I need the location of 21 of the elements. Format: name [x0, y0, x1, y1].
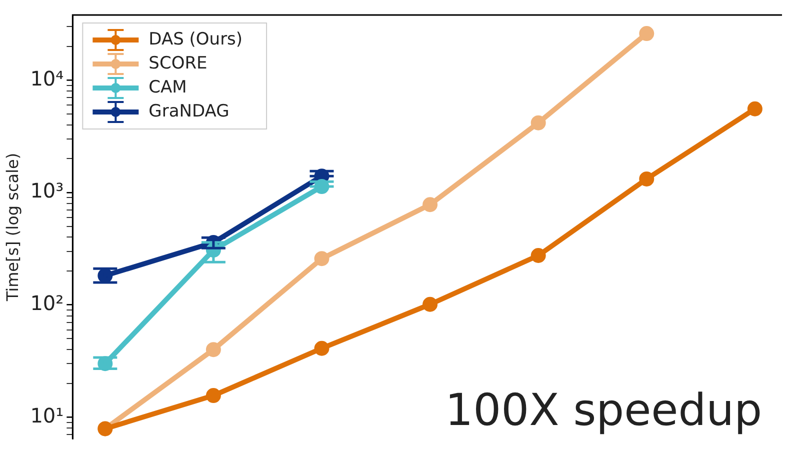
point: [206, 388, 221, 404]
point: [530, 115, 546, 130]
legend-label: CAM: [148, 77, 187, 98]
point: [314, 340, 330, 356]
annotation: 100X speedup: [445, 385, 762, 436]
y-axis-title: Time[s] (log scale): [2, 152, 22, 302]
y-tick-label: 10¹: [30, 403, 64, 428]
point: [314, 251, 330, 266]
point: [639, 26, 654, 42]
point: [639, 171, 654, 186]
y-tick-label: 10²: [30, 291, 64, 316]
point: [206, 342, 221, 358]
point: [422, 197, 438, 212]
point: [422, 296, 438, 312]
legend-label: DAS (Ours): [148, 29, 243, 50]
point: [530, 248, 546, 263]
y-tick-label: 10³: [30, 178, 64, 203]
point: [747, 101, 762, 116]
legend-label: GraNDAG: [148, 101, 230, 122]
y-tick-label: 10⁴: [30, 66, 64, 90]
legend-label: SCORE: [148, 53, 208, 74]
